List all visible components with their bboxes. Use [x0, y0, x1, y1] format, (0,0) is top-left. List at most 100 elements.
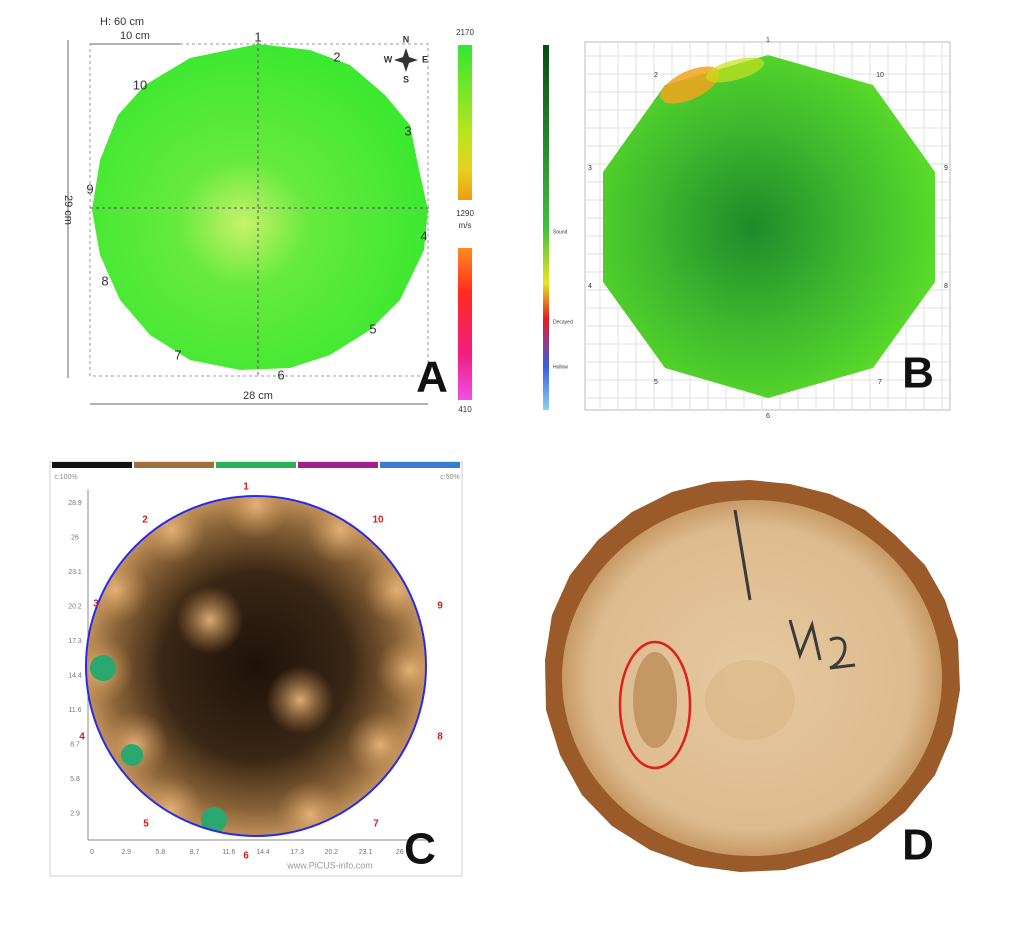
- y-tick-label: 8.7: [70, 741, 80, 748]
- y-tick-label: 2.9: [70, 810, 80, 817]
- y-tick-label: 28.9: [68, 500, 82, 507]
- x-tick-label: 5.8: [156, 849, 166, 856]
- watermark: www.PiCUS-info.com: [286, 860, 373, 870]
- panel-c: [49, 461, 463, 877]
- color-strip: [380, 462, 460, 468]
- color-strip: [134, 462, 214, 468]
- x-tick-label: 20.2: [325, 849, 339, 856]
- legend-label: Decayed: [553, 319, 573, 325]
- compass-label: W: [384, 54, 393, 64]
- tomogram: [86, 496, 426, 836]
- sensor-label: 3: [588, 165, 592, 172]
- y-tick-label: 23.1: [68, 569, 82, 576]
- colorbar-label: 1290: [456, 209, 474, 218]
- scale-label: 10 cm: [120, 30, 150, 42]
- sound-map: [603, 55, 935, 398]
- width-label: 28 cm: [243, 390, 273, 402]
- sensor-label: 10: [876, 72, 884, 79]
- sensor-label: 2: [333, 49, 340, 64]
- hollow-area: [121, 744, 143, 766]
- color-bar: [458, 45, 472, 200]
- x-tick-label: 14.4: [256, 849, 270, 856]
- sensor-label: 2: [654, 72, 658, 79]
- velocity-map: [92, 44, 428, 370]
- outline: [85, 495, 427, 837]
- sensor-label: 7: [174, 347, 181, 362]
- sensor-label: 6: [243, 851, 249, 862]
- sensor-label: 4: [79, 732, 85, 743]
- y-tick-label: 26: [71, 534, 79, 541]
- sensor-label: 5: [654, 379, 658, 386]
- color-strip: [298, 462, 378, 468]
- sensor-label: 7: [373, 819, 379, 830]
- sensor-label: 8: [944, 283, 948, 290]
- hollow-area: [90, 655, 116, 681]
- x-tick-label: 2.9: [121, 849, 131, 856]
- panel-letter: B: [902, 349, 934, 398]
- sensor-label: 3: [404, 123, 411, 138]
- panel-letter: C: [404, 825, 436, 874]
- x-tick-label: 11.6: [222, 849, 235, 856]
- panel-b: [543, 41, 951, 411]
- sensor-label: 6: [766, 413, 770, 420]
- color-bar: [458, 248, 472, 400]
- sensor-label: 6: [277, 367, 284, 382]
- decay-area: [660, 66, 720, 104]
- sensor-label: 1: [243, 482, 249, 493]
- sensor-label: 1: [766, 37, 770, 44]
- sensor-label: 4: [420, 228, 427, 243]
- sensor-label: 9: [437, 601, 443, 612]
- sensor-label: 9: [86, 181, 93, 196]
- handwriting: [733, 509, 856, 670]
- sensor-label: 10: [372, 515, 384, 526]
- sensor-label: 5: [143, 819, 149, 830]
- colorbar-label: 2170: [456, 28, 474, 37]
- sensor-label: 9: [944, 165, 948, 172]
- corner-label: c:50%: [440, 474, 459, 481]
- sensor-label: 5: [369, 321, 376, 336]
- hollow-area: [201, 807, 227, 833]
- decay-spot: [633, 652, 677, 748]
- legend-label: Sound: [553, 229, 568, 235]
- panel-letter: A: [416, 353, 448, 402]
- sensor-label: 10: [133, 77, 147, 92]
- compass-label: N: [403, 34, 410, 44]
- density-blob: [222, 496, 290, 539]
- decay-area: [705, 57, 765, 83]
- x-tick-label: 17.3: [290, 849, 304, 856]
- highlight-ellipse: [618, 640, 692, 770]
- density-blob: [266, 666, 334, 734]
- sensor-label: 4: [588, 283, 592, 290]
- sensor-label: 8: [437, 732, 443, 743]
- colorbar-label: m/s: [459, 221, 472, 230]
- y-tick-label: 11.6: [68, 707, 81, 714]
- y-tick-label: 17.3: [68, 638, 82, 645]
- panel-a: [67, 36, 472, 405]
- sensor-label: 2: [142, 515, 148, 526]
- legend-label: Hollow: [553, 364, 568, 370]
- color-strip: [52, 462, 132, 468]
- y-tick-label: 5.8: [70, 776, 80, 783]
- height-label: H: 60 cm: [100, 16, 144, 28]
- sensor-label: 7: [878, 379, 882, 386]
- y-tick-label: 14.4: [68, 672, 82, 679]
- panel-letter: D: [902, 821, 934, 870]
- sensor-label: 1: [254, 29, 261, 44]
- color-strip: [216, 462, 296, 468]
- color-bar: [543, 45, 549, 410]
- compass-icon: [394, 48, 418, 72]
- depth-label: 29 cm: [62, 195, 74, 225]
- sensor-label: 8: [101, 273, 108, 288]
- y-tick-label: 20.2: [68, 603, 82, 610]
- corner-label: c:100%: [54, 474, 77, 481]
- density-blob: [176, 586, 244, 654]
- compass-label: S: [403, 74, 409, 84]
- pith: [705, 660, 795, 740]
- compass-label: E: [422, 54, 428, 64]
- x-tick-label: 8.7: [190, 849, 200, 856]
- x-tick-label: 0: [90, 849, 94, 856]
- x-tick-label: 23.1: [359, 849, 373, 856]
- colorbar-label: 410: [458, 405, 472, 414]
- sensor-label: 3: [93, 599, 99, 610]
